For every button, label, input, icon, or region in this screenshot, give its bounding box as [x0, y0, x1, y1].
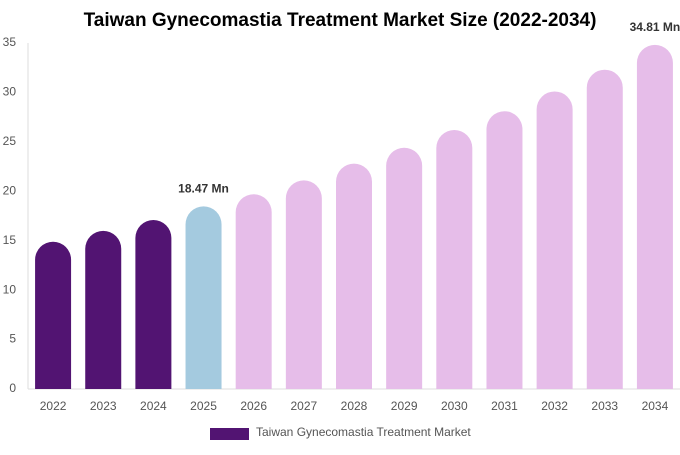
y-tick-label: 0 — [9, 381, 16, 395]
y-tick-label: 25 — [3, 134, 17, 148]
x-tick-label: 2027 — [290, 399, 317, 413]
x-tick-label: 2026 — [240, 399, 267, 413]
x-tick-label: 2031 — [491, 399, 518, 413]
legend-swatch — [210, 428, 249, 440]
y-tick-label: 20 — [3, 183, 17, 197]
bar — [135, 219, 172, 389]
x-tick-label: 2029 — [391, 399, 418, 413]
x-tick-label: 2028 — [341, 399, 368, 413]
x-tick-label: 2033 — [591, 399, 618, 413]
bar — [85, 230, 122, 389]
y-tick-label: 35 — [3, 35, 17, 49]
legend-label: Taiwan Gynecomastia Treatment Market — [256, 425, 471, 439]
value-label: 34.81 Mn — [630, 20, 680, 34]
value-label: 18.47 Mn — [178, 182, 229, 196]
x-tick-label: 2022 — [40, 399, 67, 413]
x-tick-label: 2034 — [642, 399, 669, 413]
bar — [386, 147, 423, 389]
x-tick-label: 2025 — [190, 399, 217, 413]
y-tick-label: 10 — [3, 282, 17, 296]
chart-title: Taiwan Gynecomastia Treatment Market Siz… — [84, 10, 597, 31]
bar — [536, 91, 573, 390]
bar — [336, 163, 372, 389]
bar — [486, 111, 523, 389]
bar — [285, 180, 322, 389]
x-tick-label: 2030 — [441, 399, 468, 413]
bar — [35, 241, 72, 389]
bar — [586, 69, 623, 389]
bar — [636, 44, 673, 389]
bar — [436, 129, 473, 389]
y-tick-label: 30 — [3, 85, 17, 99]
x-tick-label: 2024 — [140, 399, 167, 413]
bar — [235, 194, 272, 389]
x-tick-label: 2032 — [541, 399, 568, 413]
bar — [185, 206, 222, 389]
y-tick-label: 5 — [9, 332, 16, 346]
x-tick-label: 2023 — [90, 399, 117, 413]
y-tick-label: 15 — [3, 233, 17, 247]
